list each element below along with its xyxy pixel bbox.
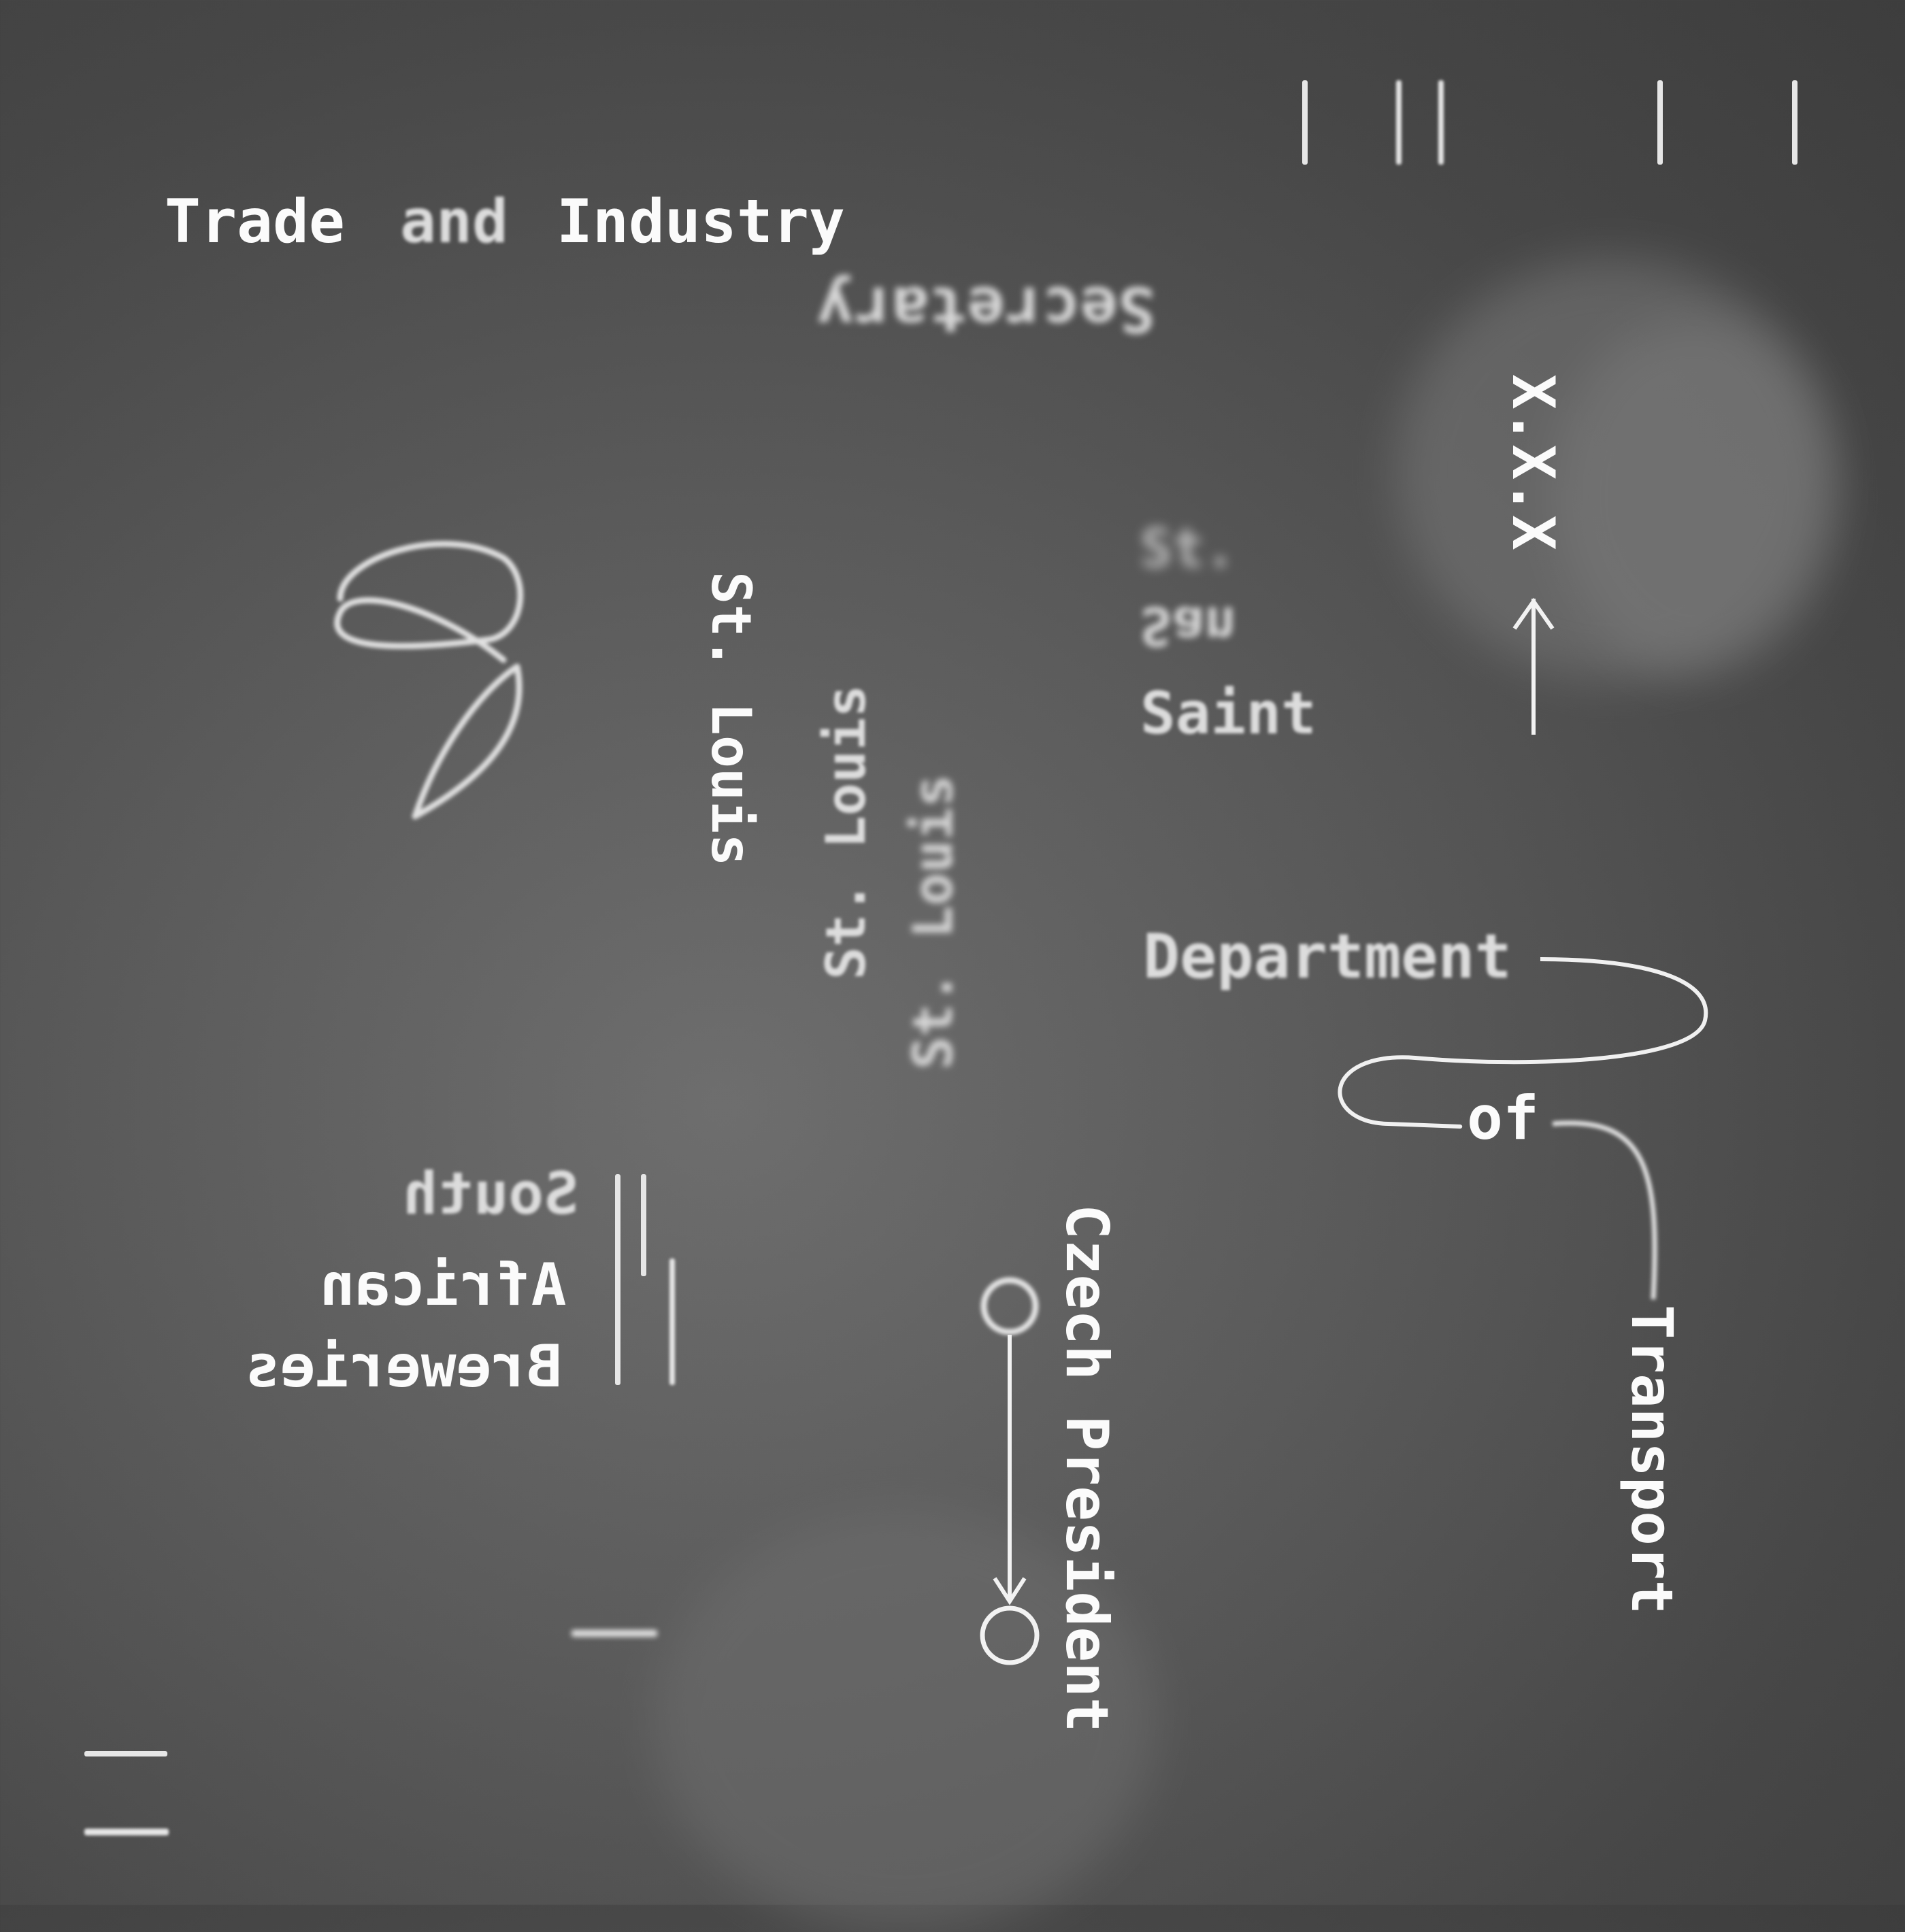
label-and: and — [400, 186, 508, 256]
label-st: St. — [1140, 518, 1236, 580]
label-trade: Trade — [165, 186, 345, 256]
dash-mark — [84, 1829, 169, 1835]
tick-mark — [1438, 80, 1444, 165]
divider-line — [641, 1174, 646, 1276]
label-industry: Industry — [557, 186, 845, 256]
circle-node-icon — [980, 1277, 1039, 1335]
connector-curve — [1552, 1120, 1657, 1300]
scribble-icon — [412, 663, 523, 820]
connector-curve — [1338, 957, 1708, 1129]
tick-mark — [1792, 80, 1798, 165]
label-saint: Saint — [1140, 680, 1316, 748]
tick-mark — [1657, 80, 1663, 165]
scribble-icon — [334, 541, 524, 663]
label-department: Department — [1143, 921, 1512, 993]
divider-line — [615, 1174, 620, 1385]
tick-mark — [1302, 80, 1308, 165]
circle-node-icon — [980, 1605, 1040, 1665]
dash-mark — [572, 1630, 657, 1637]
tick-mark — [1396, 80, 1402, 165]
arrow-up-icon — [1512, 597, 1555, 630]
divider-line — [669, 1259, 675, 1385]
arrow-down-icon — [993, 1577, 1027, 1605]
dash-mark — [84, 1751, 167, 1756]
label-of: of — [1467, 1083, 1539, 1153]
